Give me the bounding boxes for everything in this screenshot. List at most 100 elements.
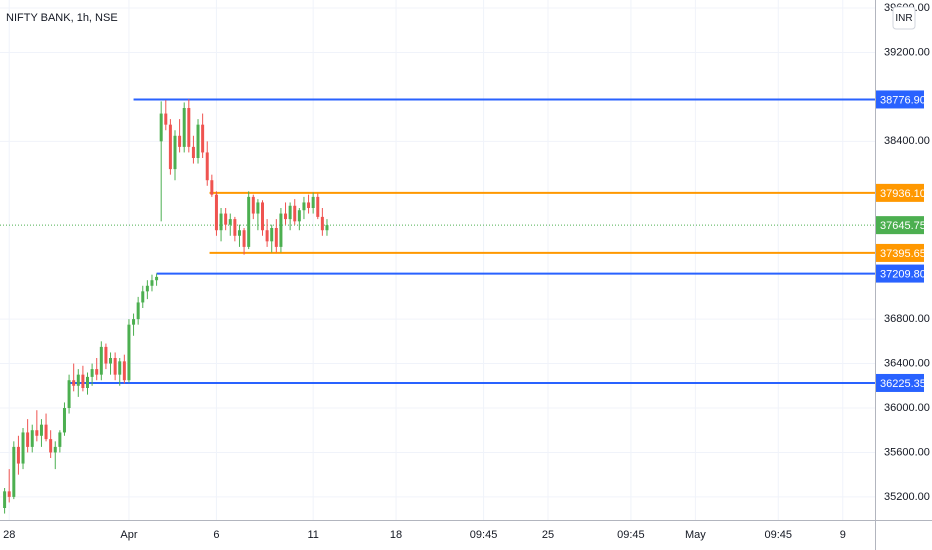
level-label-box — [876, 373, 924, 392]
candle-body — [201, 124, 205, 153]
candle-body — [173, 135, 177, 170]
candle-body — [67, 380, 71, 408]
candles — [3, 99, 329, 514]
candle-body — [95, 369, 99, 375]
candle-body — [26, 432, 30, 447]
candle-body — [141, 291, 145, 303]
candle-body — [145, 285, 149, 292]
candle-body — [316, 196, 320, 217]
candle-body — [274, 228, 278, 247]
candle-body — [191, 146, 195, 158]
candle-body — [12, 446, 16, 497]
candle-body — [155, 276, 159, 281]
candle-body — [219, 213, 223, 231]
levels — [0, 98, 875, 384]
candle-body — [297, 210, 301, 222]
candle-body — [58, 432, 62, 447]
candle-body — [136, 302, 140, 320]
axes: 39600.0039200.0038400.0036800.0036400.00… — [3, 2, 930, 541]
currency-label[interactable]: INR — [895, 13, 912, 24]
x-tick-label: 11 — [307, 529, 318, 541]
x-tick-label: 28 — [3, 529, 15, 541]
x-tick-label: 6 — [213, 529, 219, 541]
x-tick-label: 18 — [390, 529, 402, 541]
candle-body — [16, 446, 20, 464]
candle-body — [325, 225, 329, 231]
level-label-box — [876, 183, 924, 202]
candle-body — [159, 113, 163, 142]
candle-body — [30, 430, 34, 447]
candle-body — [21, 432, 25, 464]
level-label: 38776.90 — [880, 94, 926, 106]
candle-body — [279, 213, 283, 247]
candle-body — [104, 346, 108, 364]
x-tick-label: 25 — [542, 529, 554, 541]
candle-body — [81, 374, 85, 388]
x-tick-label: May — [685, 529, 706, 541]
candle-body — [122, 361, 126, 381]
candle-body — [109, 358, 113, 364]
y-tick-label: 36800.00 — [884, 313, 930, 325]
candle-body — [178, 135, 182, 147]
grid — [0, 0, 875, 520]
candle-body — [293, 205, 297, 222]
candle-body — [311, 196, 315, 208]
candle-body — [44, 424, 48, 440]
candle-body — [214, 194, 218, 231]
candle-body — [242, 230, 246, 247]
level-label-box — [876, 243, 924, 262]
candle-body — [224, 213, 228, 225]
x-tick-label: 09:45 — [470, 529, 498, 541]
candle-body — [86, 376, 89, 388]
currency-button[interactable] — [892, 6, 916, 30]
x-tick-label: 09:45 — [765, 529, 793, 541]
y-tick-label: 36400.00 — [884, 357, 930, 369]
candle-body — [196, 124, 200, 158]
candle-body — [62, 408, 66, 433]
candle-body — [247, 196, 251, 247]
level-label: 37395.65 — [880, 248, 926, 260]
candle-body — [49, 439, 53, 453]
y-tick-label: 38400.00 — [884, 135, 930, 147]
candle-body — [205, 152, 209, 181]
candle-body — [7, 491, 11, 497]
chart-title: NIFTY BANK, 1h, NSE — [6, 12, 118, 24]
x-tick-label: 09:45 — [617, 529, 645, 541]
level-label: 37209.80 — [880, 268, 926, 280]
candle-body — [261, 202, 264, 231]
candle-body — [187, 108, 191, 147]
candle-body — [3, 491, 7, 508]
candle-body — [76, 374, 80, 386]
candle-body — [251, 196, 255, 214]
candle-body — [99, 346, 103, 375]
candle-body — [256, 202, 260, 214]
candle-body — [270, 228, 274, 242]
candle-body — [90, 369, 94, 377]
candle-body — [237, 230, 241, 236]
last-price-box — [876, 216, 924, 235]
candle-body — [233, 219, 237, 236]
candle-body — [132, 319, 136, 325]
candle-body — [265, 230, 269, 242]
x-tick-label: 9 — [840, 529, 846, 541]
candle-body — [320, 216, 324, 231]
y-tick-label: 35200.00 — [884, 491, 930, 503]
level-label-box — [876, 90, 924, 109]
candle-body — [182, 108, 186, 147]
candle-body — [307, 202, 311, 208]
candle-body — [118, 361, 122, 375]
candle-body — [35, 430, 39, 436]
candle-body — [164, 113, 168, 125]
candle-body — [150, 280, 154, 286]
candle-body — [288, 205, 292, 220]
candle-body — [39, 424, 43, 436]
x-tick-label: Apr — [120, 529, 137, 541]
candle-body — [113, 358, 117, 375]
y-tick-label: 36000.00 — [884, 402, 930, 414]
candle-body — [210, 180, 214, 195]
level-label: 36225.35 — [880, 378, 926, 390]
candle-body — [168, 124, 172, 170]
level-label: 37936.10 — [880, 188, 926, 200]
